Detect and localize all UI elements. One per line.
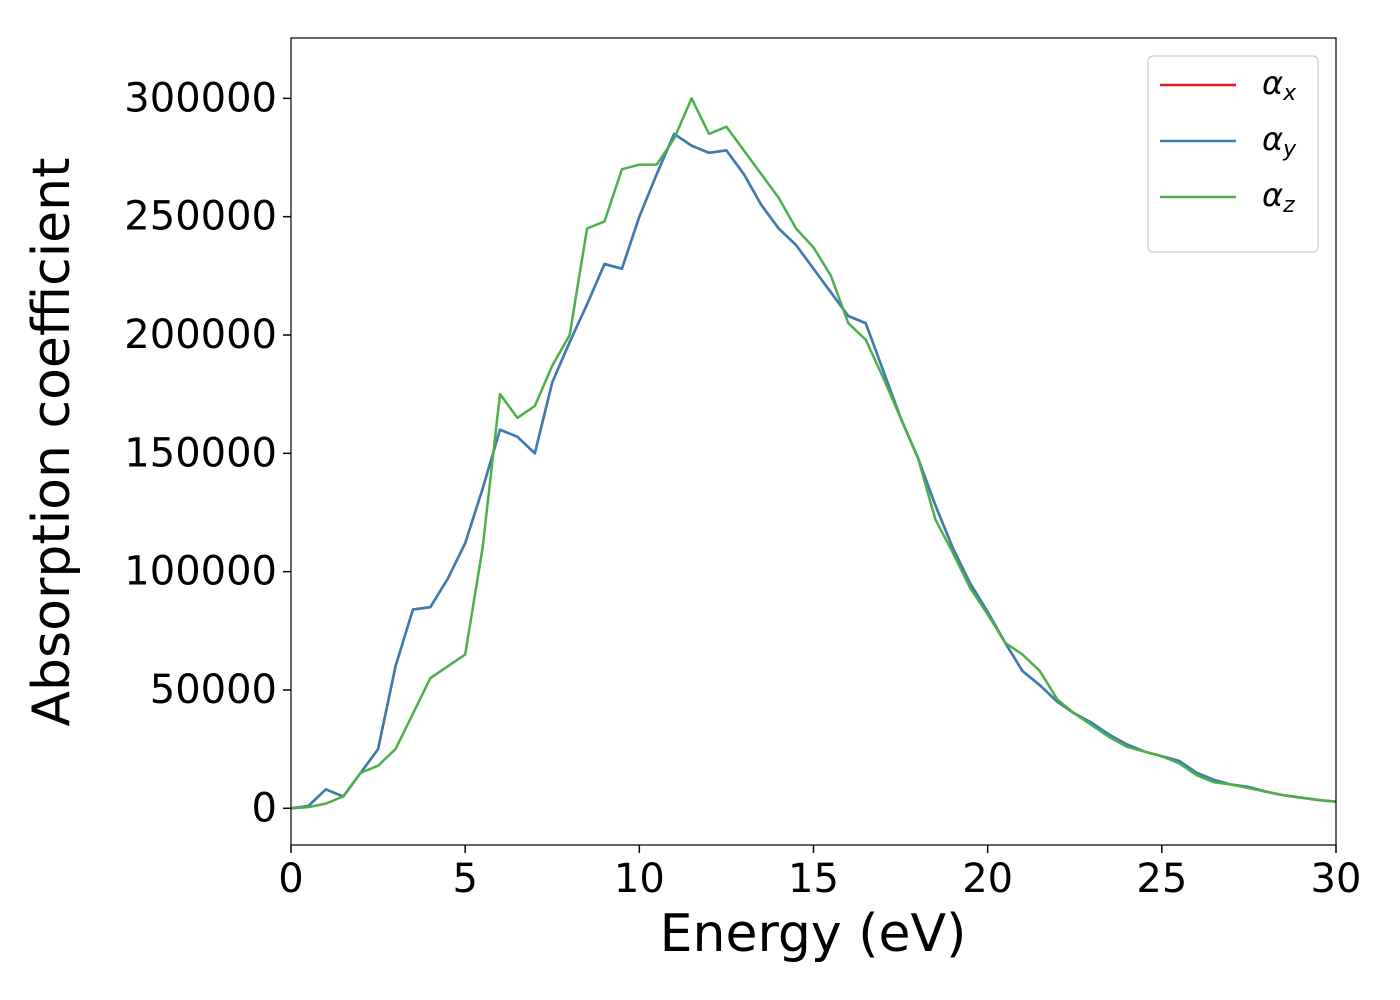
y-tick-label: 100000 (124, 549, 277, 595)
x-tick-label: 25 (1136, 856, 1187, 902)
legend-label: αy (1262, 120, 1297, 162)
y-tick-label: 0 (252, 785, 277, 831)
x-tick-label: 0 (278, 856, 303, 902)
y-tick-label: 150000 (124, 430, 277, 476)
y-tick-label: 200000 (124, 312, 277, 358)
legend-box (1147, 55, 1319, 253)
x-tick-label: 5 (452, 856, 477, 902)
plot-frame (290, 37, 1337, 846)
y-axis-label: Absorption coefficient (22, 157, 82, 726)
y-tick-label: 50000 (150, 667, 277, 713)
x-axis-label: Energy (eV) (660, 904, 967, 964)
data-line (290, 97, 1337, 810)
x-tick-label: 10 (614, 856, 665, 902)
y-tick-label: 300000 (124, 75, 277, 121)
legend-label: αx (1262, 64, 1297, 106)
x-tick-label: 15 (788, 856, 839, 902)
x-tick-label: 20 (962, 856, 1013, 902)
y-tick-label: 250000 (124, 194, 277, 240)
legend-label: αz (1262, 176, 1295, 218)
x-tick-label: 30 (1311, 856, 1362, 902)
